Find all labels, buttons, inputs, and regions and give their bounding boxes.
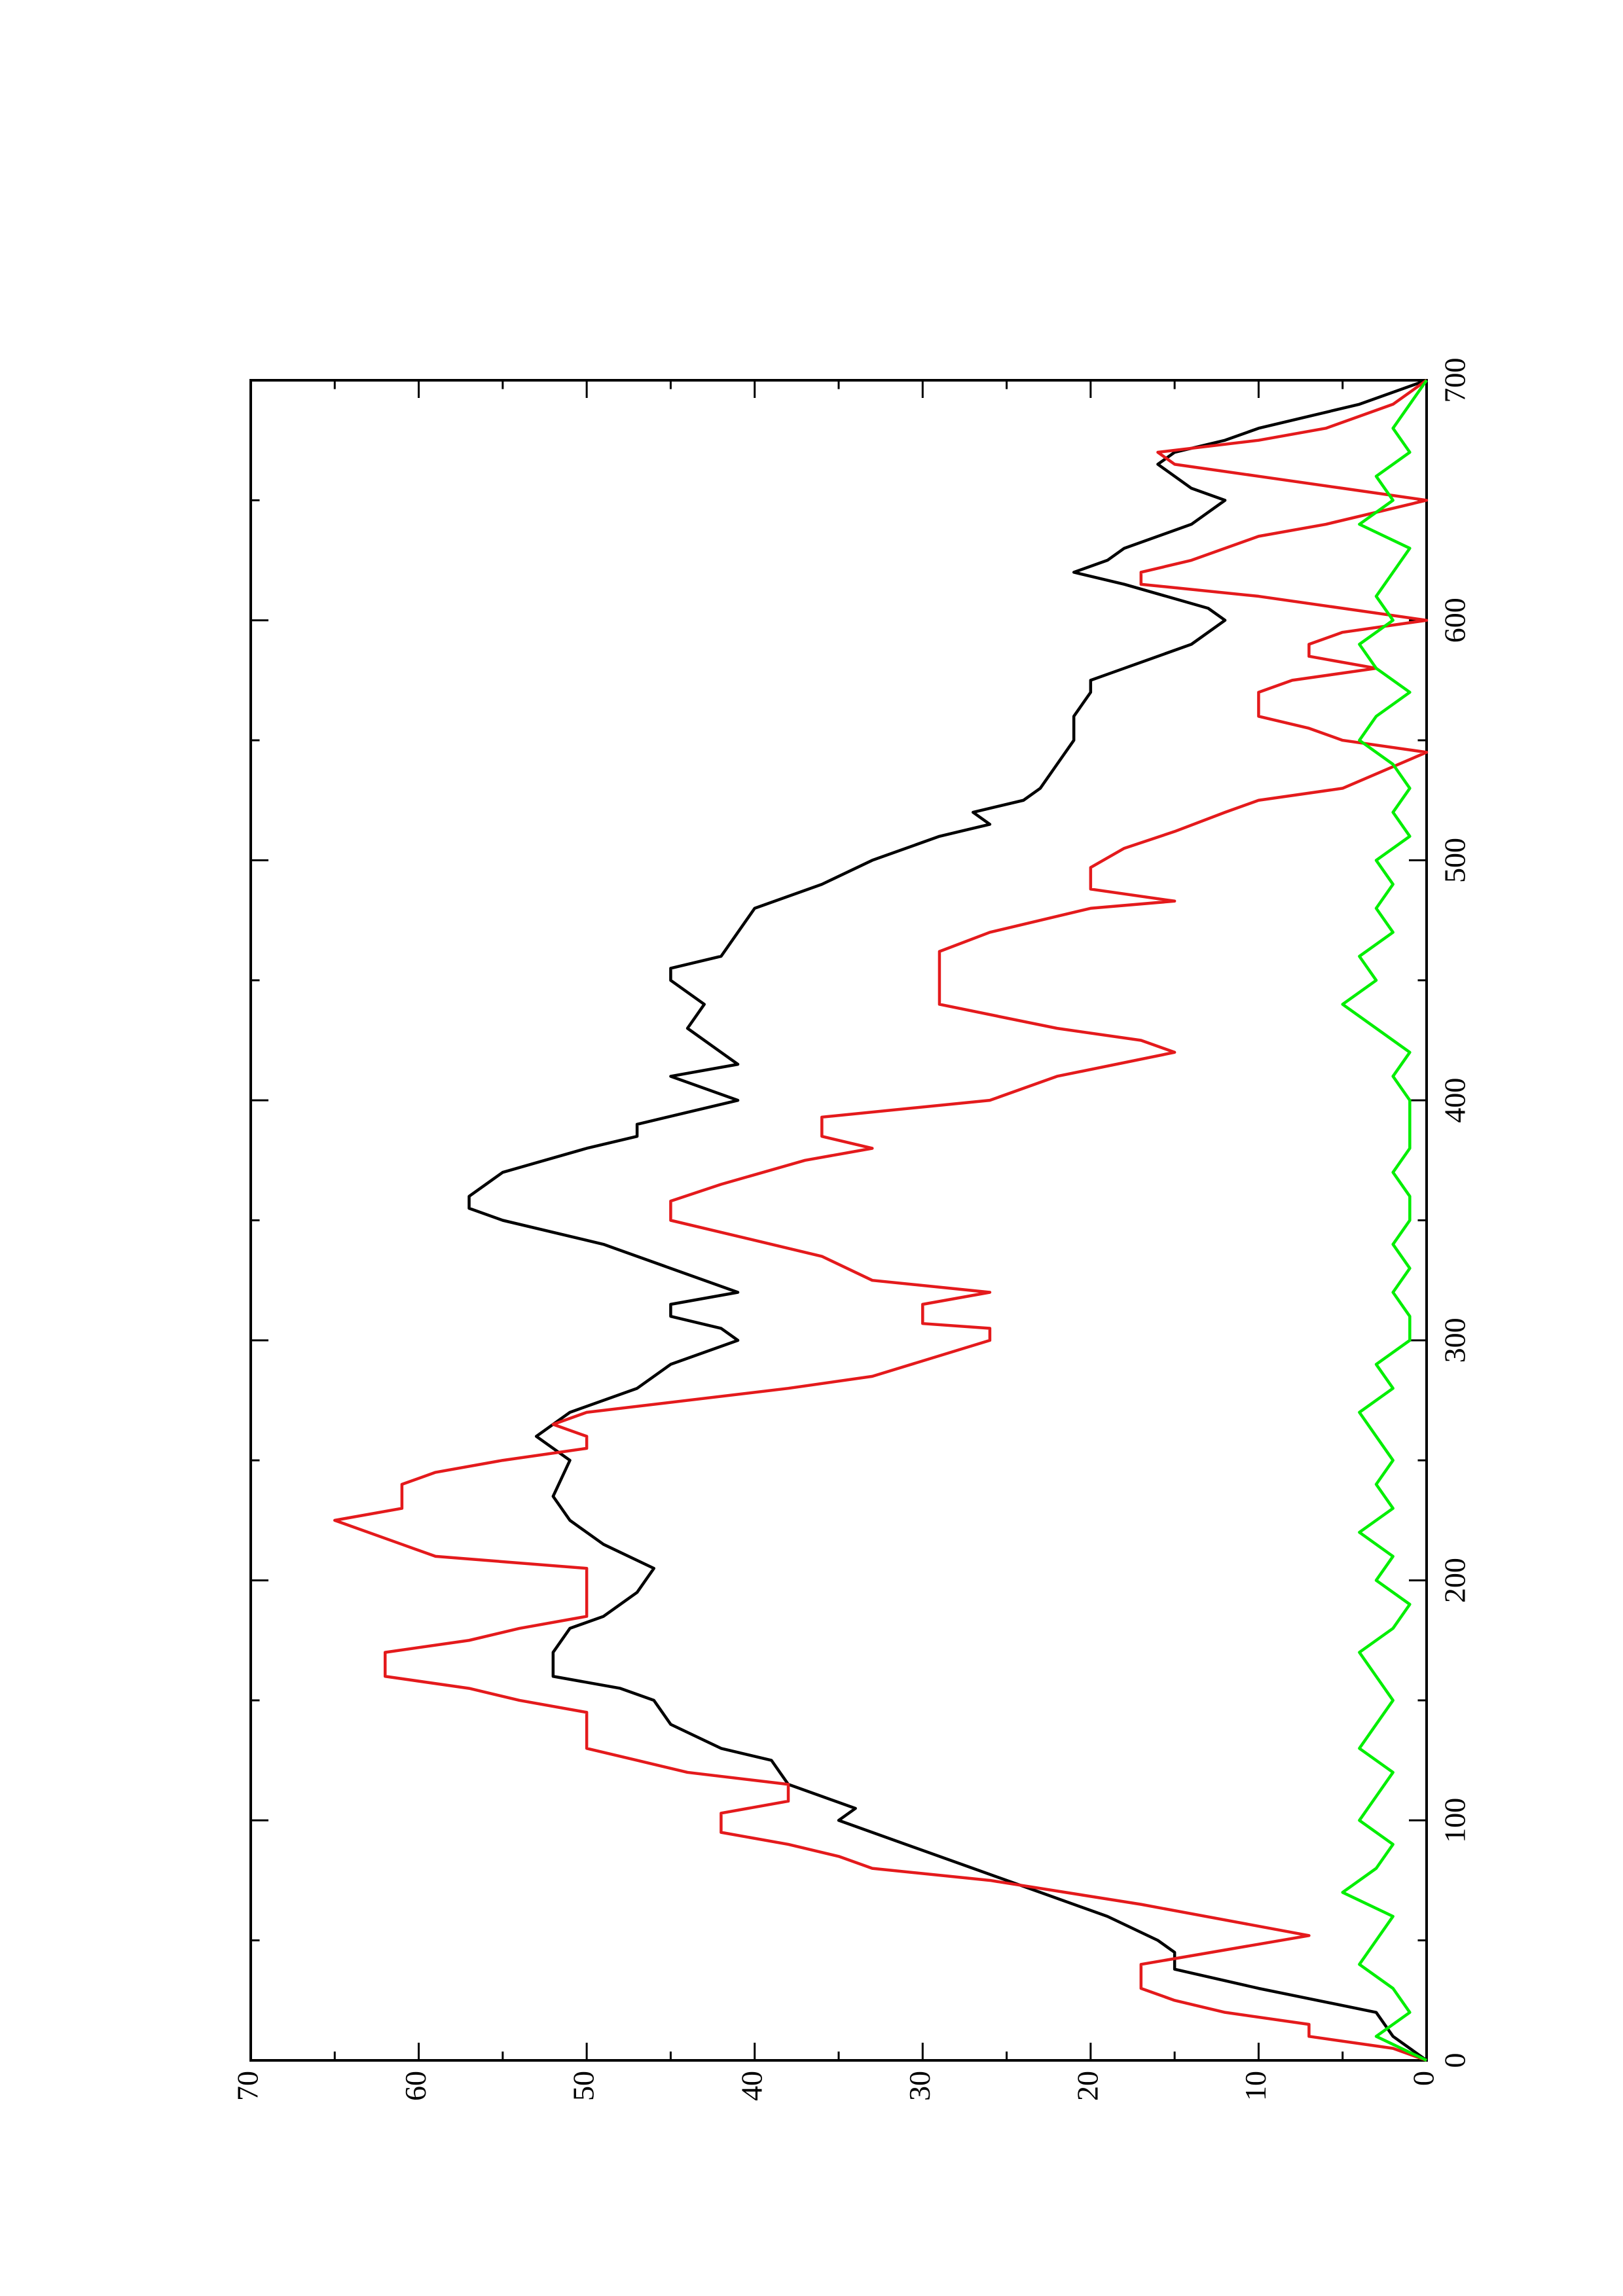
plot-area: 0 100 200 300 400 500 600 700 0 10 20 30 40 50 60 70 xyxy=(231,358,1472,2102)
plot-frame xyxy=(249,379,1428,2062)
x-tick-label: 300 xyxy=(1438,1318,1472,1363)
y-tick-label: 10 xyxy=(1239,2071,1272,2101)
data-line xyxy=(467,378,1428,2062)
data-line xyxy=(333,379,1429,2062)
y-tick-label: 40 xyxy=(735,2071,768,2101)
y-tick-label: 20 xyxy=(1070,2071,1104,2101)
y-tick-label: 60 xyxy=(399,2071,432,2101)
x-tick-label: 400 xyxy=(1438,1078,1472,1123)
data-line xyxy=(1341,379,1428,2062)
y-tick-label: 30 xyxy=(903,2071,936,2101)
x-tick-label: 0 xyxy=(1438,2053,1472,2068)
y-tick-label: 70 xyxy=(231,2071,264,2101)
x-tick-label: 500 xyxy=(1438,838,1472,883)
x-tick-label: 100 xyxy=(1438,1798,1472,1843)
x-tick-label: 700 xyxy=(1438,358,1472,403)
y-tick-label: 0 xyxy=(1407,2071,1440,2086)
y-tick-label: 50 xyxy=(567,2071,600,2101)
x-tick-label: 600 xyxy=(1438,598,1472,643)
x-tick-label: 200 xyxy=(1438,1558,1472,1603)
